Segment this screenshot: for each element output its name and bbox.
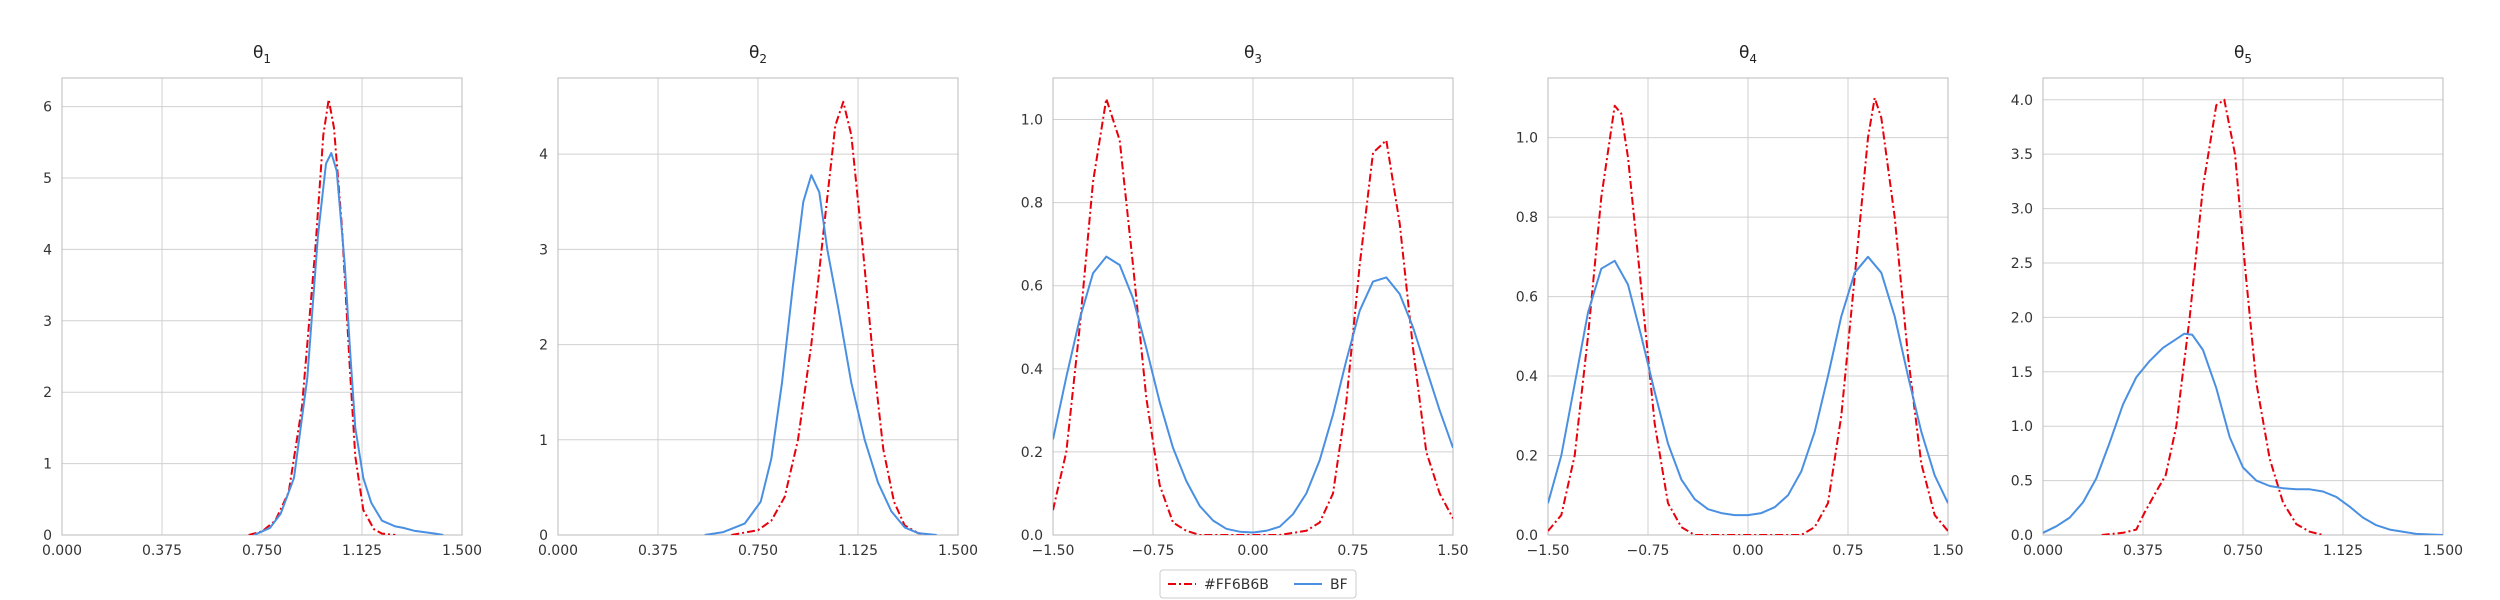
- x-tick-label: 0.375: [142, 543, 182, 559]
- y-tick-label: 4: [43, 242, 52, 258]
- y-tick-label: 3.5: [2011, 147, 2033, 163]
- plot-frame: [61, 77, 463, 536]
- plot-frame: [2042, 77, 2444, 536]
- y-tick-label: 0.6: [1021, 279, 1043, 295]
- y-tick-label: 6: [43, 100, 52, 116]
- y-tick-label: 0: [539, 528, 548, 544]
- series-line-1: [248, 98, 396, 535]
- series-line-2: [1053, 255, 1453, 534]
- chart-panel-5: 0.000 0.375 0.750 1.125 1.500 0.0 0.5 1.0 1.5 2.0…: [2011, 43, 2463, 559]
- panel-title: θ1: [253, 43, 271, 66]
- panel-title-symbol: θ: [253, 43, 263, 63]
- x-tick-label: 0.000: [42, 543, 82, 559]
- y-tick-label: 5: [43, 171, 52, 187]
- x-tick-label: 1.125: [838, 543, 878, 559]
- y-tick-label: 0.5: [2011, 474, 2033, 490]
- x-tick-label: 1.500: [938, 543, 978, 559]
- series-line-1: [2101, 98, 2324, 535]
- chart-panel-3: −1.50 −0.75 0.00 0.75 1.50 0.0 0.2 0.4 0.6 0.8 1.0…: [1021, 43, 1469, 559]
- y-tick-label: 0.0: [1516, 528, 1538, 544]
- x-tick-label: 1.50: [1437, 543, 1468, 559]
- y-tick-label: 0.0: [1021, 528, 1043, 544]
- y-tick-label: 4.0: [2011, 93, 2033, 109]
- y-tick-label: 1.0: [2011, 419, 2033, 435]
- x-tick-label: 0.000: [2023, 543, 2063, 559]
- y-tick-label: 3: [43, 314, 52, 330]
- legend-frame: [1159, 569, 1357, 599]
- series-line-1: [731, 100, 932, 535]
- panel-title-subscript: 3: [1254, 52, 1262, 66]
- series-line-2: [253, 152, 444, 535]
- y-tick-label: 0.8: [1021, 196, 1043, 212]
- x-tick-label: 0.00: [1237, 543, 1268, 559]
- panel-title: θ4: [1739, 43, 1757, 66]
- panel-title-symbol: θ: [749, 43, 759, 63]
- panel-title: θ5: [2234, 43, 2252, 66]
- series-line-2: [1548, 255, 1948, 517]
- y-tick-label: 0.2: [1021, 445, 1043, 461]
- y-tick-label: 0.8: [1516, 210, 1538, 226]
- y-tick-label: 0.6: [1516, 290, 1538, 306]
- series-line-2: [704, 174, 937, 535]
- panel-title-symbol: θ: [1739, 43, 1749, 63]
- series-line-2: [2043, 332, 2443, 535]
- y-tick-label: 1.0: [1021, 113, 1043, 129]
- y-tick-label: 3: [539, 242, 548, 258]
- x-tick-label: 1.500: [2423, 543, 2463, 559]
- legend: #FF6B6B BF: [1159, 569, 1357, 599]
- plot-frame: [557, 77, 959, 536]
- y-tick-label: 0.0: [2011, 528, 2033, 544]
- y-tick-label: 0.2: [1516, 449, 1538, 465]
- y-tick-label: 3.0: [2011, 202, 2033, 218]
- panel-title-symbol: θ: [1244, 43, 1254, 63]
- x-tick-label: 0.750: [738, 543, 778, 559]
- x-tick-label: 0.750: [2223, 543, 2263, 559]
- y-tick-label: 1: [539, 433, 548, 449]
- y-tick-label: 2: [539, 338, 548, 354]
- y-tick-label: 4: [539, 147, 548, 163]
- x-tick-label: 1.50: [1932, 543, 1963, 559]
- legend-label-0: #FF6B6B: [1204, 577, 1269, 593]
- x-tick-label: 0.00: [1732, 543, 1763, 559]
- x-tick-label: 1.125: [2323, 543, 2363, 559]
- y-tick-label: 0: [43, 528, 52, 544]
- x-tick-label: 0.375: [638, 543, 678, 559]
- panel-title-subscript: 1: [263, 52, 271, 66]
- y-tick-label: 2.0: [2011, 310, 2033, 326]
- y-tick-label: 2.5: [2011, 256, 2033, 272]
- series-line-1: [1053, 97, 1453, 535]
- panel-title: θ2: [749, 43, 767, 66]
- chart-panel-4: −1.50 −0.75 0.00 0.75 1.50 0.0 0.2 0.4 0.6 0.8 1.0…: [1516, 43, 1964, 559]
- x-tick-label: −0.75: [1627, 543, 1670, 559]
- x-tick-label: −1.50: [1032, 543, 1075, 559]
- x-tick-label: 0.000: [538, 543, 578, 559]
- y-tick-label: 1: [43, 457, 52, 473]
- panel-title: θ3: [1244, 43, 1262, 66]
- legend-label-1: BF: [1330, 577, 1348, 593]
- series-line-1: [1548, 96, 1948, 535]
- x-tick-label: 0.750: [242, 543, 282, 559]
- panel-title-subscript: 5: [2244, 52, 2252, 66]
- x-tick-label: 0.75: [1337, 543, 1368, 559]
- y-tick-label: 1.5: [2011, 365, 2033, 381]
- x-tick-label: 1.125: [342, 543, 382, 559]
- x-tick-label: −1.50: [1527, 543, 1570, 559]
- y-tick-label: 1.0: [1516, 131, 1538, 147]
- panel-title-symbol: θ: [2234, 43, 2244, 63]
- y-tick-label: 0.4: [1516, 369, 1538, 385]
- y-tick-label: 2: [43, 385, 52, 401]
- panel-title-subscript: 2: [759, 52, 767, 66]
- x-tick-label: −0.75: [1132, 543, 1175, 559]
- panel-title-subscript: 4: [1749, 52, 1757, 66]
- x-tick-label: 0.375: [2123, 543, 2163, 559]
- y-tick-label: 0.4: [1021, 362, 1043, 378]
- x-tick-label: 1.500: [442, 543, 482, 559]
- x-tick-label: 0.75: [1832, 543, 1863, 559]
